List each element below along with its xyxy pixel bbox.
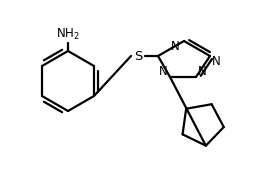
- Text: NH$_2$: NH$_2$: [56, 27, 80, 42]
- Text: S: S: [134, 49, 142, 63]
- Text: N: N: [159, 65, 168, 78]
- Text: N: N: [212, 55, 221, 68]
- Text: N: N: [171, 40, 180, 53]
- Text: N: N: [198, 65, 207, 78]
